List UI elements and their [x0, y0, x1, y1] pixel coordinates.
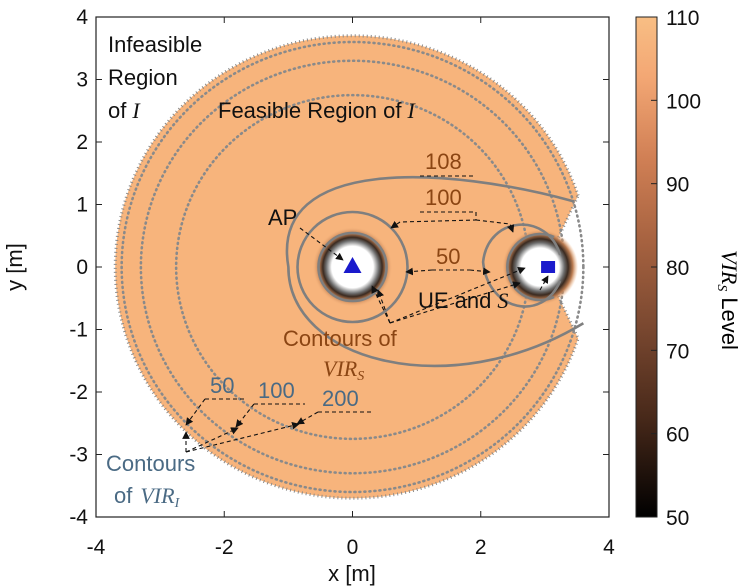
- x-tick-label-1: -2: [215, 536, 234, 559]
- vir-s-contour-100-ue: [481, 223, 562, 308]
- y-tick-label-7: -3: [69, 444, 88, 467]
- infeasible-line-3: of I: [108, 98, 141, 123]
- ap-label: AP: [268, 205, 297, 230]
- vir-s-contour-108: [285, 176, 585, 368]
- ue-label-text: UE and: [418, 288, 491, 313]
- arrow-s-4: [389, 267, 526, 324]
- vir-i-label-100: 100: [258, 378, 295, 403]
- ue-label: UE and S: [418, 288, 508, 313]
- arrow-ue: [539, 275, 549, 291]
- vir-s-contour-50-ap: [317, 231, 388, 303]
- vir-i-contour-50: [120, 40, 585, 494]
- y-tick-label-8: -4: [69, 506, 88, 529]
- ue-exclusion-zone: [502, 229, 579, 305]
- colorbar-tick-label-2: 90: [666, 174, 689, 197]
- colorbar-label: VIRS Level: [714, 250, 742, 350]
- contours-i-sub: I: [174, 496, 181, 511]
- vir-s-label-108: 108: [425, 149, 462, 174]
- arrow-i-c3: [185, 421, 300, 453]
- contours-i-line-2: of VIRI: [114, 483, 181, 511]
- feasible-symbol: I: [406, 98, 416, 123]
- colorbar-tick-label-1: 100: [666, 90, 701, 113]
- contours-i-line-1: Contours: [106, 451, 195, 476]
- colorbar-tick-label-3: 80: [666, 257, 689, 280]
- ap-marker: [343, 257, 362, 273]
- colorbar-tick-label-0: 110: [666, 7, 699, 30]
- ue-marker: [541, 261, 556, 273]
- contours-s-line-1: Contours of: [283, 326, 398, 351]
- y-axis-ticks: 4 3 2 1 0 -1 -2 -3 -4: [69, 6, 609, 529]
- vir-i-label-200: 200: [322, 386, 359, 411]
- colorbar-label-level: Level: [717, 297, 742, 350]
- contours-i-of: of: [114, 483, 133, 508]
- x-tick-label-4: 4: [603, 536, 615, 559]
- vir-s-contours: [285, 176, 585, 368]
- y-tick-label-6: -2: [69, 381, 88, 404]
- y-tick-label-4: 0: [76, 256, 88, 279]
- arrow-50-left: [405, 267, 433, 276]
- feasible-text: Feasible Region of: [218, 98, 402, 123]
- arrow-ap: [299, 227, 344, 261]
- x-axis-label: x [m]: [328, 561, 376, 586]
- arrow-s-3: [389, 281, 521, 324]
- x-tick-label-2: 0: [347, 536, 359, 559]
- colorbar-tick-label-4: 70: [666, 340, 689, 363]
- infeasible-of: of: [108, 98, 127, 123]
- colorbar-tick-label-5: 60: [666, 424, 689, 447]
- annotation-arrows: [182, 212, 549, 453]
- vir-s-contour-100-ap: [296, 210, 409, 324]
- y-tick-label-0: 4: [76, 6, 88, 29]
- y-axis-label: y [m]: [2, 243, 27, 291]
- y-tick-label-5: -1: [69, 319, 88, 342]
- vir-s-contour-50-ue: [506, 232, 555, 302]
- feasible-label: Feasible Region of I: [218, 98, 416, 123]
- y-tick-label-2: 2: [76, 131, 88, 154]
- x-tick-label-3: 2: [475, 536, 487, 559]
- ue-symbol: S: [497, 288, 508, 313]
- infeasible-symbol: I: [131, 98, 141, 123]
- x-tick-label-0: -4: [87, 536, 106, 559]
- contours-s-vir: VIR: [323, 356, 358, 381]
- contours-i-vir: VIR: [140, 483, 175, 508]
- infeasible-line-1: Infeasible: [108, 32, 202, 57]
- colorbar-tick-label-6: 50: [666, 507, 689, 530]
- colorbar-ticks: 110 100 90 80 70 60 50: [651, 7, 701, 530]
- contours-s-sub: S: [357, 369, 364, 384]
- y-tick-label-1: 3: [76, 69, 88, 92]
- vir-s-label-50: 50: [436, 244, 460, 269]
- colorbar-label-sub: S: [714, 284, 729, 291]
- arrow-i-c2: [185, 427, 239, 453]
- arrow-50-right: [469, 267, 491, 276]
- arrow-i-100: [235, 403, 255, 428]
- arrow-s-2: [376, 289, 391, 324]
- infeasible-line-2: Region: [108, 65, 178, 90]
- vir-i-label-50: 50: [210, 373, 234, 398]
- y-tick-label-3: 1: [76, 194, 88, 217]
- arrow-i-50: [185, 398, 206, 426]
- vir-s-label-100: 100: [425, 185, 462, 210]
- arrow-100-left: [390, 212, 477, 229]
- x-axis-ticks: -4 -2 0 2 4: [87, 17, 615, 559]
- colorbar-label-vir: VIR: [717, 250, 742, 285]
- contours-s-line-2: VIRS: [323, 356, 364, 384]
